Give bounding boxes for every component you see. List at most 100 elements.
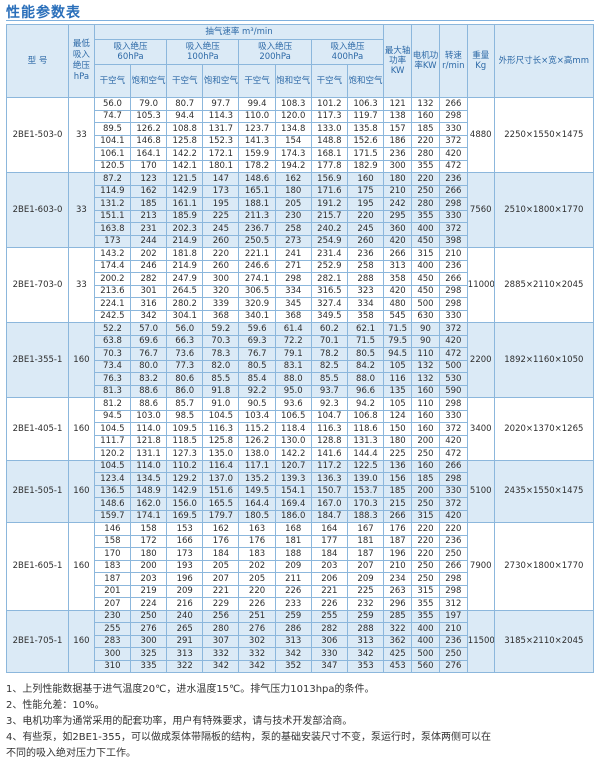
data-cell: 173 — [166, 547, 204, 561]
data-cell: 313 — [166, 647, 204, 661]
data-cell: 313 — [274, 634, 312, 648]
model-cell: 2BE1-703-0 — [6, 247, 69, 323]
data-cell: 286 — [274, 622, 312, 636]
data-cell: 250 — [411, 559, 440, 573]
model-cell: 2BE1-405-1 — [6, 397, 69, 461]
data-cell: 240.2 — [310, 222, 348, 236]
data-cell: 320.9 — [238, 297, 276, 311]
data-cell: 630 — [411, 309, 440, 323]
header-dry-air: 干空气 — [166, 64, 204, 98]
data-cell: 110.2 — [166, 459, 204, 473]
data-cell: 327.4 — [310, 297, 348, 311]
data-cell: 266 — [438, 459, 468, 473]
data-cell: 59.6 — [238, 322, 276, 336]
data-cell: 260 — [202, 234, 240, 248]
data-cell: 87.2 — [93, 172, 131, 186]
data-cell: 280 — [411, 197, 440, 211]
data-cell: 117.2 — [310, 459, 348, 473]
min-suction-cell: 160 — [68, 609, 95, 673]
header-model: 型 号 — [6, 24, 69, 98]
data-cell: 180.5 — [238, 509, 276, 523]
data-cell: 255 — [93, 622, 131, 636]
data-cell: 330 — [438, 122, 468, 136]
data-cell: 298 — [438, 397, 468, 411]
data-cell: 115.2 — [238, 422, 276, 436]
data-cell: 368 — [274, 309, 312, 323]
data-cell: 220 — [438, 522, 468, 536]
data-cell: 176 — [238, 534, 276, 548]
data-cell: 169.4 — [274, 497, 312, 511]
data-cell: 160 — [346, 172, 385, 186]
data-cell: 453 — [383, 659, 413, 673]
data-cell: 164 — [310, 522, 348, 536]
data-cell: 70.1 — [310, 334, 348, 348]
data-cell: 93.7 — [310, 384, 348, 398]
header-suction-group: 吸入绝压 400hPa — [310, 39, 385, 65]
data-cell: 209 — [274, 559, 312, 573]
data-cell: 200 — [411, 434, 440, 448]
data-cell: 114.9 — [93, 184, 131, 198]
data-cell: 323 — [346, 284, 385, 298]
data-cell: 142.2 — [166, 147, 204, 161]
data-cell: 131.7 — [202, 122, 240, 136]
data-cell: 94.5 — [93, 409, 131, 423]
data-cell: 339 — [202, 297, 240, 311]
data-cell: 304.1 — [166, 309, 204, 323]
data-cell: 207 — [93, 597, 131, 611]
data-cell: 188.3 — [346, 509, 385, 523]
data-cell: 62.1 — [346, 322, 385, 336]
table-row: 114.9 162 142.9 173 165.1 180 171.6 175 210 250 26… — [7, 184, 594, 198]
data-cell: 220 — [411, 547, 440, 561]
table-row: 2BE1-603-0 33 87.2 123 121.5 147 148.6 162 156.9… — [6, 172, 595, 248]
dimensions-cell: 2435×1550×1475 — [493, 459, 595, 523]
data-cell: 110.0 — [238, 109, 276, 123]
data-cell: 85.5 — [202, 372, 240, 386]
data-cell: 161.1 — [166, 197, 204, 211]
data-cell: 111.7 — [93, 434, 131, 448]
data-cell: 288 — [346, 622, 385, 636]
data-cell: 398 — [438, 234, 468, 248]
data-cell: 226 — [274, 584, 312, 598]
data-cell: 160 — [411, 422, 440, 436]
data-cell: 149.5 — [238, 484, 276, 498]
data-cell: 73.6 — [166, 347, 204, 361]
data-cell: 72.2 — [274, 334, 312, 348]
data-cell: 93.6 — [274, 397, 312, 411]
data-cell: 358 — [383, 272, 413, 286]
data-cell: 301 — [129, 284, 168, 298]
data-cell: 184.7 — [310, 509, 348, 523]
data-cell: 400 — [411, 622, 440, 636]
data-cell: 298 — [438, 297, 468, 311]
data-cell: 368 — [202, 309, 240, 323]
data-cell: 183 — [238, 547, 276, 561]
min-suction-cell: 160 — [68, 459, 95, 523]
header-pumping-speed: 抽气速率 m³/min — [93, 24, 385, 40]
data-cell: 285 — [383, 609, 413, 623]
data-cell: 71.5 — [383, 322, 413, 336]
data-cell: 180 — [383, 172, 413, 186]
data-cell: 420 — [438, 434, 468, 448]
data-cell: 160 — [411, 109, 440, 123]
data-cell: 79.5 — [383, 334, 413, 348]
data-cell: 282 — [129, 272, 168, 286]
data-cell: 300 — [93, 647, 131, 661]
data-cell: 260 — [202, 259, 240, 273]
data-cell: 76.7 — [129, 347, 168, 361]
data-cell: 135.8 — [346, 122, 385, 136]
data-cell: 283 — [93, 634, 131, 648]
table-row: 174.4 246 214.9 260 246.6 271 252.9 258 313 400 23… — [7, 259, 594, 273]
weight-cell: 5100 — [466, 459, 495, 523]
data-cell: 104.5 — [93, 422, 131, 436]
model-cell: 2BE1-505-1 — [6, 459, 69, 523]
data-cell: 136.3 — [310, 472, 348, 486]
weight-cell: 7560 — [466, 172, 495, 248]
data-cell: 200.2 — [93, 272, 131, 286]
data-cell: 236 — [438, 172, 468, 186]
data-cell: 372 — [438, 134, 468, 148]
header-dimensions: 外形尺寸长×宽×高mm — [493, 24, 595, 98]
table-row: 201 219 209 221 220 226 221 225 263 315 298 — [7, 584, 594, 598]
data-cell: 210 — [438, 622, 468, 636]
data-cell: 157 — [383, 122, 413, 136]
data-cell: 88.6 — [129, 397, 168, 411]
data-cell: 154 — [274, 134, 312, 148]
